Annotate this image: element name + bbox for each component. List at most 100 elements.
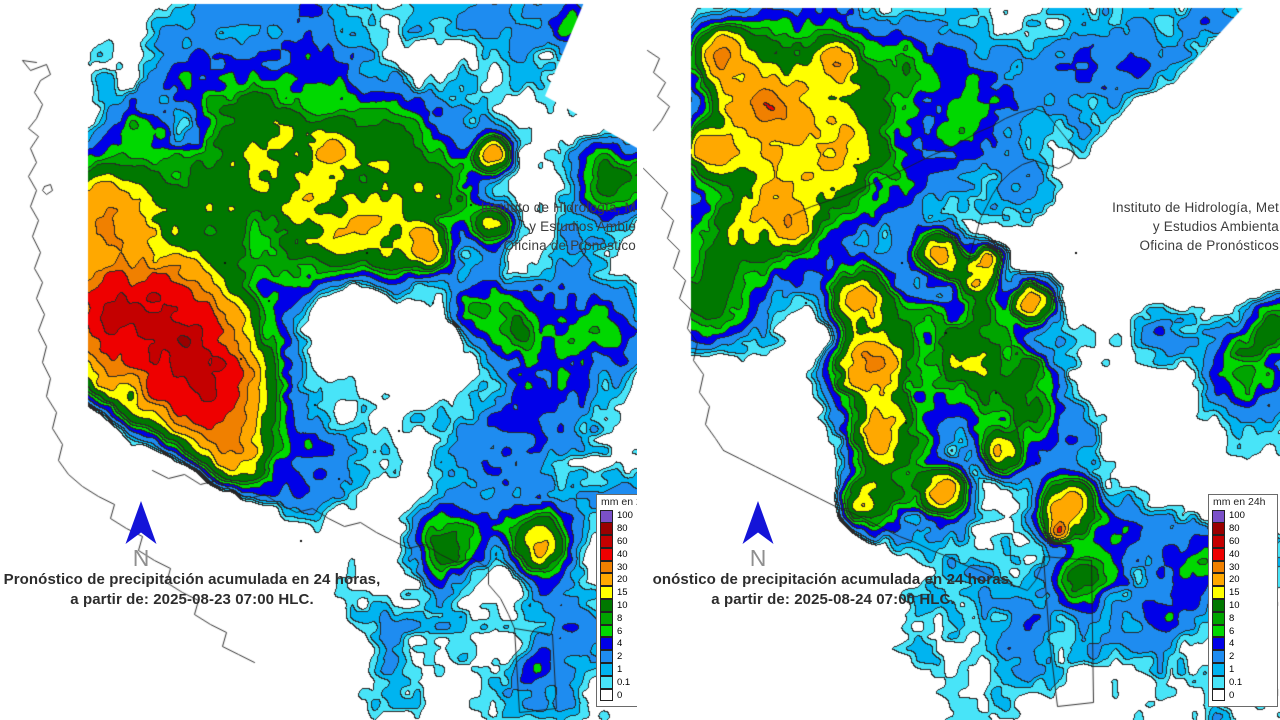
institute-text: Instituto de Hidrología, Met y Estudios … (1112, 198, 1279, 255)
legend-value: 30 (1229, 561, 1240, 573)
legend-color-swatch (600, 560, 613, 574)
legend-row: 15 (600, 586, 637, 600)
legend-row: 20 (1212, 573, 1274, 587)
institute-line: y Estudios Ambienta (1152, 219, 1279, 234)
legend-color-swatch (1212, 663, 1225, 676)
legend-row: 2 (1212, 650, 1274, 664)
legend-row: 60 (600, 535, 637, 549)
forecast-panel-left: Instituto de Hidrología, M y Estudios Am… (0, 0, 637, 720)
legend-row: 60 (1212, 535, 1274, 549)
institute-line: Oficina de Pronóstico (503, 238, 636, 253)
legend-color-swatch (1212, 586, 1225, 600)
legend-value: 2 (1229, 651, 1235, 663)
legend-row: 2 (600, 650, 637, 664)
north-arrow-icon (742, 501, 774, 544)
north-arrow-icon (125, 501, 157, 544)
legend-row: 6 (1212, 624, 1274, 638)
institute-line: Oficina de Pronósticos (1139, 238, 1279, 253)
legend-value: 20 (617, 574, 628, 586)
institute-text: Instituto de Hidrología, M y Estudios Am… (481, 198, 636, 255)
legend-value: 15 (1229, 587, 1240, 599)
legend-value: 15 (617, 587, 628, 599)
legend-color-swatch (1212, 510, 1225, 523)
legend-color-swatch (600, 510, 613, 523)
forecast-caption: onóstico de precipitación acumulada en 2… (643, 570, 1035, 610)
north-label: N (132, 545, 150, 571)
legend-row: 10 (600, 599, 637, 613)
legend-color-swatch (1212, 675, 1225, 689)
legend-row: 100 (1212, 510, 1274, 523)
legend-row: 0 (600, 688, 637, 702)
legend-value: 0.1 (1229, 676, 1243, 688)
legend-value: 2 (617, 651, 623, 663)
legend-row: 80 (1212, 522, 1274, 536)
legend-color-swatch (600, 637, 613, 651)
legend-value: 30 (617, 561, 628, 573)
legend-row: 4 (600, 637, 637, 651)
institute-line: y Estudios Ambie (529, 219, 636, 234)
legend-color-swatch (1212, 522, 1225, 536)
legend-color-swatch (1212, 535, 1225, 548)
legend-value: 80 (617, 523, 628, 535)
legend-row: 40 (1212, 547, 1274, 561)
forecast-caption: Pronóstico de precipitación acumulada en… (0, 570, 384, 610)
legend-value: 0 (617, 689, 623, 701)
forecast-panel-right: Instituto de Hidrología, Met y Estudios … (643, 0, 1280, 720)
legend-row: 4 (1212, 637, 1274, 651)
legend-row: 8 (600, 611, 637, 625)
legend-color-swatch (1212, 547, 1225, 561)
legend-row: 20 (600, 573, 637, 587)
legend-value: 40 (617, 548, 628, 560)
legend-value: 60 (617, 535, 628, 547)
legend-row: 40 (600, 547, 637, 561)
legend-value: 60 (1229, 535, 1240, 547)
legend-value: 0 (1229, 689, 1235, 701)
legend-value: 20 (1229, 574, 1240, 586)
legend-value: 1 (1229, 663, 1235, 675)
legend-value: 6 (1229, 625, 1235, 637)
legend-row: 1 (600, 663, 637, 677)
legend-value: 8 (617, 612, 623, 624)
legend-color-swatch (1212, 624, 1225, 638)
caption-line-2: a partir de: 2025-08-24 07:00 HLC. (711, 591, 955, 608)
legend-value: 4 (617, 638, 623, 650)
legend-row: 30 (1212, 560, 1274, 574)
institute-line: Instituto de Hidrología, M (480, 200, 636, 215)
legend-row: 10 (1212, 599, 1274, 613)
legend-value: 1 (617, 663, 623, 675)
legend-color-swatch (600, 650, 613, 664)
legend-color-swatch (1212, 599, 1225, 612)
legend-row: 100 (600, 510, 637, 523)
caption-line-1: onóstico de precipitación acumulada en 2… (652, 571, 1014, 588)
legend-color-swatch (600, 624, 613, 638)
legend-color-swatch (600, 611, 613, 625)
legend-row: 0.1 (600, 675, 637, 689)
legend-color-swatch (600, 547, 613, 561)
legend-color-swatch (1212, 560, 1225, 574)
legend-row: 30 (600, 560, 637, 574)
legend-row: 6 (600, 624, 637, 638)
north-indicator: N (738, 500, 778, 570)
legend-row: 8 (1212, 611, 1274, 625)
legend-value: 40 (1229, 548, 1240, 560)
legend-value: 10 (1229, 599, 1240, 611)
legend-color-swatch (1212, 573, 1225, 587)
legend-color-swatch (600, 663, 613, 676)
legend-row: 80 (600, 522, 637, 536)
legend-value: 10 (617, 599, 628, 611)
legend-value: 0.1 (617, 676, 631, 688)
precipitation-map-2025-08-23 (0, 0, 637, 720)
legend-color-swatch (600, 675, 613, 689)
legend-color-swatch (600, 522, 613, 536)
institute-line: Instituto de Hidrología, Met (1112, 200, 1279, 215)
legend-color-swatch (1212, 637, 1225, 651)
caption-line-1: Pronóstico de precipitación acumulada en… (3, 571, 381, 588)
north-label: N (749, 545, 767, 571)
legend-value: 100 (617, 510, 633, 522)
legend-value: 4 (1229, 638, 1235, 650)
legend-row: 15 (1212, 586, 1274, 600)
legend-row: 0.1 (1212, 675, 1274, 689)
legend-color-swatch (600, 573, 613, 587)
